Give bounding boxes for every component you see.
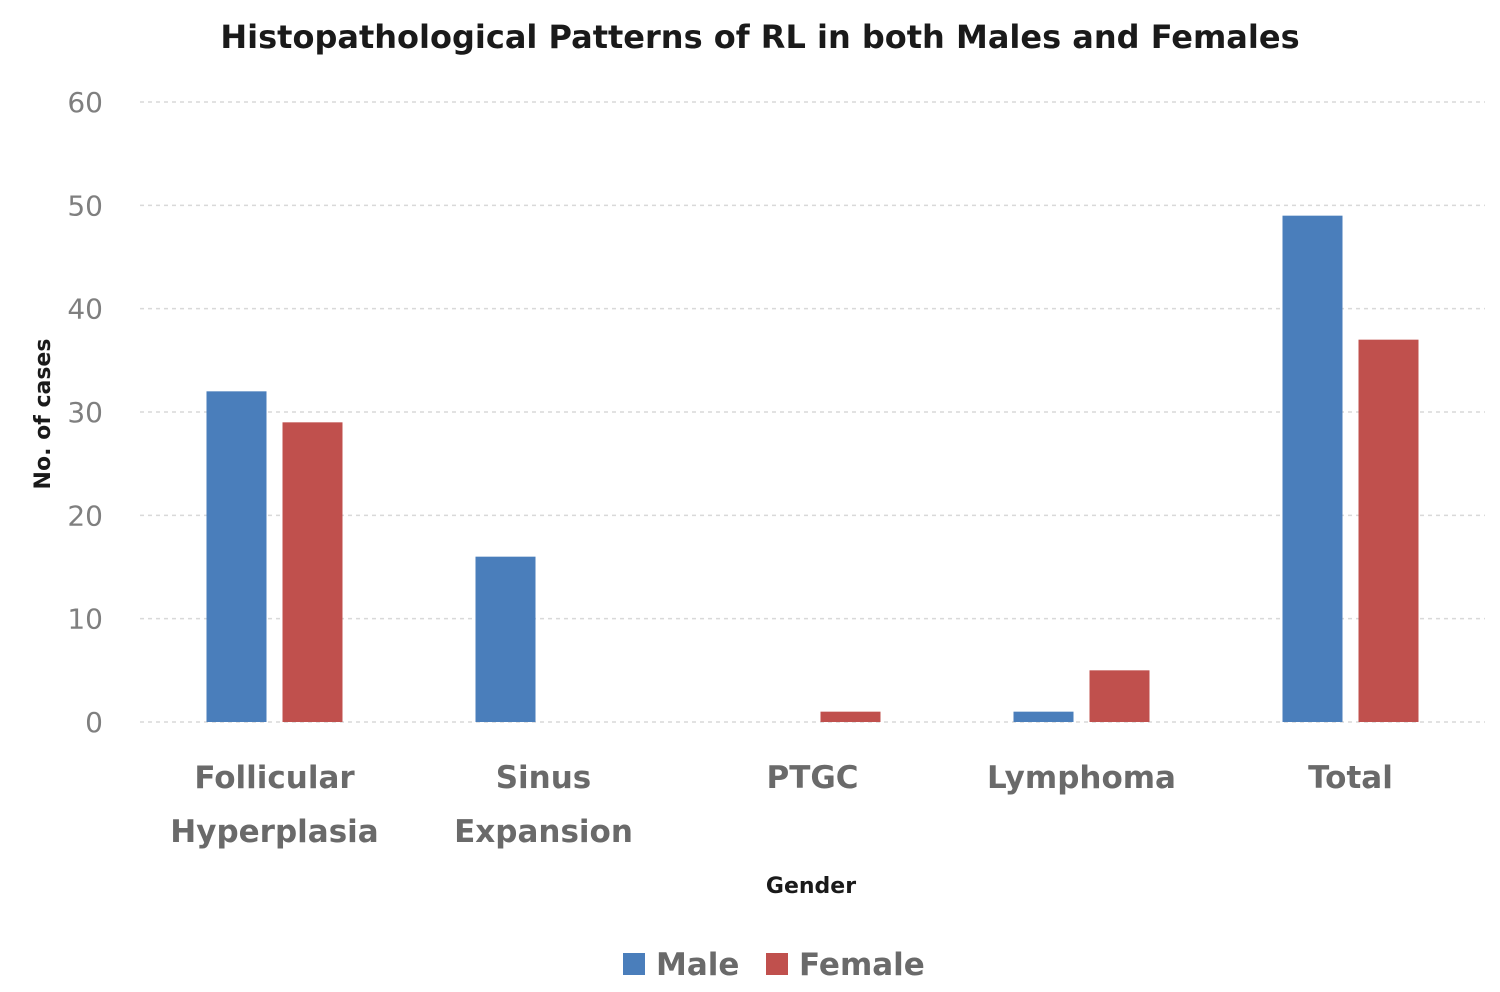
y-tick-label: 20 (67, 499, 103, 532)
y-tick-label: 60 (67, 86, 103, 119)
x-axis-title: Gender (766, 874, 856, 899)
bar-female (282, 422, 343, 722)
legend-label-male: Male (656, 947, 739, 983)
y-tick-label: 30 (67, 396, 103, 429)
x-category-label: Total (1308, 760, 1393, 796)
y-axis-title: No. of cases (31, 339, 56, 490)
x-category-label: Hyperplasia (170, 814, 378, 850)
bar-male (1013, 711, 1074, 722)
bar-female (1089, 670, 1150, 722)
x-category-label: Lymphoma (987, 760, 1176, 796)
y-tick-label: 0 (85, 706, 103, 739)
legend-swatch-female (766, 953, 788, 975)
legend-label-female: Female (799, 947, 925, 983)
x-category-label: Follicular (194, 760, 355, 796)
legend: Male Female (623, 947, 925, 983)
x-category-label: Sinus (496, 760, 592, 796)
gridlines (140, 101, 1485, 723)
legend-swatch-male (623, 953, 645, 975)
bar-male (206, 391, 267, 722)
chart-title: Histopathological Patterns of RL in both… (220, 18, 1300, 56)
bar-female (1358, 339, 1419, 722)
x-category-label: Expansion (454, 814, 633, 850)
y-tick-label: 10 (67, 603, 103, 636)
bar-male (1282, 215, 1343, 722)
y-axis-ticks: 0 10 20 30 40 50 60 (67, 86, 103, 739)
bars (206, 215, 1419, 722)
x-axis-category-labels: Follicular Hyperplasia Sinus Expansion PTGC L… (170, 760, 1393, 850)
y-tick-label: 50 (67, 189, 103, 222)
bar-male (475, 556, 536, 722)
bar-female (820, 711, 881, 722)
x-category-label: PTGC (766, 760, 858, 796)
y-tick-label: 40 (67, 293, 103, 326)
